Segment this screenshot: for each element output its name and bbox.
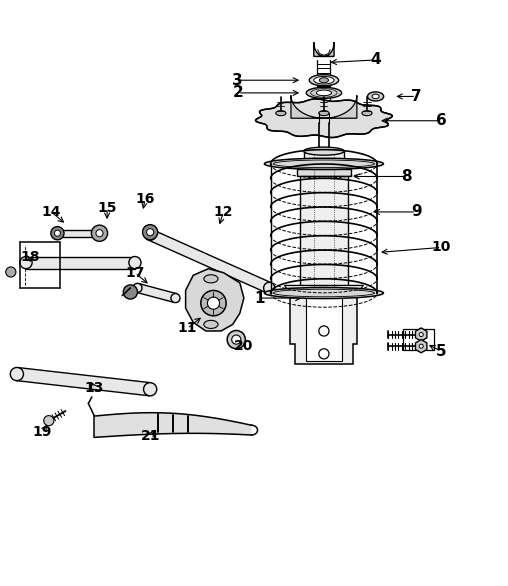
Circle shape bbox=[133, 284, 142, 292]
Polygon shape bbox=[304, 151, 344, 169]
Circle shape bbox=[44, 415, 54, 426]
Circle shape bbox=[54, 230, 61, 237]
Text: 16: 16 bbox=[136, 192, 155, 206]
Circle shape bbox=[145, 229, 156, 240]
Circle shape bbox=[129, 257, 141, 269]
Circle shape bbox=[123, 285, 138, 299]
Circle shape bbox=[201, 291, 226, 316]
Polygon shape bbox=[26, 257, 135, 269]
Ellipse shape bbox=[372, 94, 379, 98]
Text: 9: 9 bbox=[411, 205, 422, 219]
Text: 1: 1 bbox=[254, 291, 264, 305]
Polygon shape bbox=[297, 169, 351, 176]
Circle shape bbox=[171, 294, 180, 302]
Text: 19: 19 bbox=[33, 425, 52, 440]
Ellipse shape bbox=[362, 111, 372, 115]
Text: 6: 6 bbox=[436, 113, 447, 128]
Polygon shape bbox=[314, 42, 334, 56]
Circle shape bbox=[207, 297, 219, 309]
Ellipse shape bbox=[367, 92, 384, 101]
Circle shape bbox=[144, 383, 157, 396]
Text: 18: 18 bbox=[20, 250, 40, 264]
Text: 10: 10 bbox=[432, 240, 451, 254]
Ellipse shape bbox=[419, 344, 423, 348]
Polygon shape bbox=[148, 230, 271, 293]
Ellipse shape bbox=[276, 111, 286, 115]
Text: 21: 21 bbox=[140, 429, 160, 443]
Ellipse shape bbox=[316, 90, 332, 96]
Bar bbox=[403, 329, 434, 350]
Circle shape bbox=[232, 335, 241, 344]
Text: 13: 13 bbox=[85, 381, 104, 395]
Polygon shape bbox=[291, 293, 357, 364]
Ellipse shape bbox=[204, 275, 218, 283]
Text: 14: 14 bbox=[42, 205, 61, 219]
Ellipse shape bbox=[306, 87, 342, 98]
Polygon shape bbox=[185, 269, 244, 331]
Circle shape bbox=[6, 267, 16, 277]
Text: 5: 5 bbox=[436, 344, 447, 359]
Circle shape bbox=[10, 367, 23, 381]
Circle shape bbox=[319, 326, 329, 336]
Ellipse shape bbox=[304, 147, 344, 155]
Polygon shape bbox=[291, 96, 357, 118]
Circle shape bbox=[319, 349, 329, 359]
Text: 12: 12 bbox=[214, 205, 233, 219]
Polygon shape bbox=[416, 340, 427, 353]
Ellipse shape bbox=[309, 74, 339, 86]
Polygon shape bbox=[416, 328, 427, 341]
Circle shape bbox=[96, 230, 103, 237]
Polygon shape bbox=[57, 230, 100, 237]
Circle shape bbox=[96, 230, 103, 237]
Circle shape bbox=[51, 227, 64, 240]
Circle shape bbox=[54, 230, 60, 236]
Polygon shape bbox=[16, 367, 151, 396]
Text: 20: 20 bbox=[234, 339, 253, 353]
Circle shape bbox=[20, 257, 32, 269]
Circle shape bbox=[143, 224, 158, 240]
Polygon shape bbox=[284, 285, 363, 293]
Text: 4: 4 bbox=[370, 53, 381, 67]
Polygon shape bbox=[300, 176, 348, 293]
Polygon shape bbox=[256, 99, 392, 138]
Ellipse shape bbox=[264, 158, 384, 169]
Text: 7: 7 bbox=[411, 89, 422, 104]
Text: 17: 17 bbox=[125, 265, 145, 280]
Ellipse shape bbox=[204, 321, 218, 329]
Circle shape bbox=[91, 225, 108, 241]
Text: 11: 11 bbox=[177, 322, 197, 335]
Ellipse shape bbox=[319, 111, 329, 115]
Circle shape bbox=[264, 282, 275, 294]
Ellipse shape bbox=[419, 332, 423, 336]
Ellipse shape bbox=[320, 78, 329, 83]
Polygon shape bbox=[136, 284, 177, 302]
Circle shape bbox=[227, 331, 245, 349]
Ellipse shape bbox=[314, 76, 334, 84]
Text: 8: 8 bbox=[401, 169, 411, 184]
Polygon shape bbox=[306, 293, 342, 362]
Text: 3: 3 bbox=[233, 73, 243, 88]
Ellipse shape bbox=[264, 287, 384, 299]
Text: 15: 15 bbox=[98, 201, 117, 215]
Circle shape bbox=[147, 229, 154, 236]
Text: 2: 2 bbox=[233, 86, 243, 100]
